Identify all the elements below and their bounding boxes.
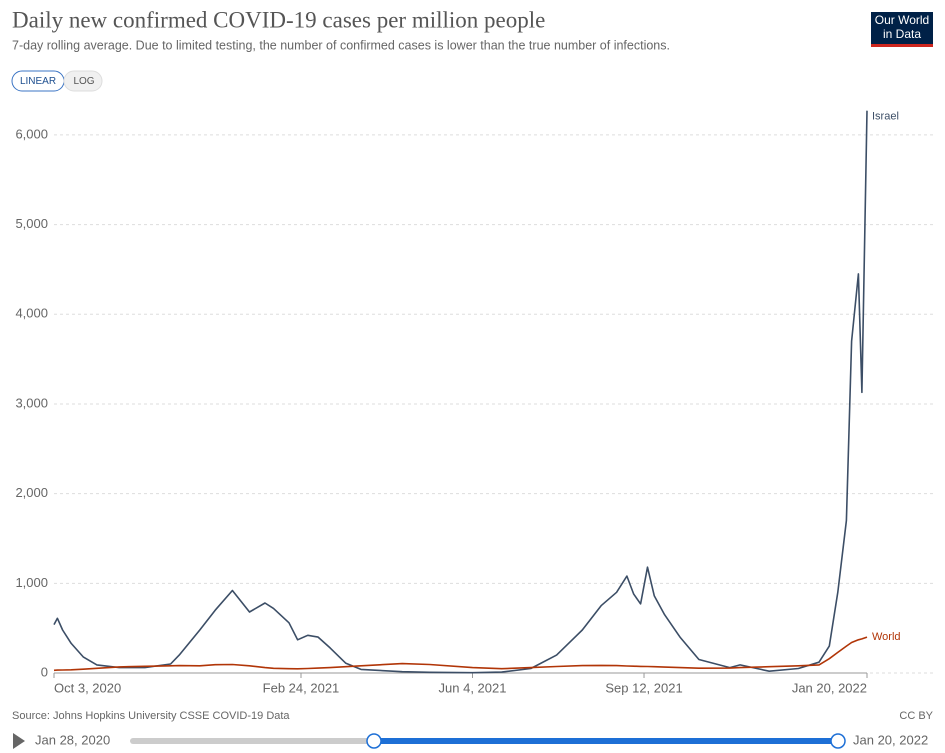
x-tick-label: Jan 20, 2022 [792, 680, 867, 695]
timeline-end: Jan 20, 2022 [853, 732, 928, 747]
log-button-label[interactable]: LOG [73, 76, 94, 87]
x-tick-label: Oct 3, 2020 [54, 680, 121, 695]
linear-button-label[interactable]: LINEAR [20, 76, 56, 87]
x-tick-label: Sep 12, 2021 [605, 680, 682, 695]
line-world [53, 636, 868, 672]
y-tick-label: 2,000 [15, 485, 48, 500]
y-tick-label: 6,000 [15, 126, 48, 141]
y-tick-label: 5,000 [15, 216, 48, 231]
y-tick-label: 1,000 [15, 575, 48, 590]
chart-title: Daily new confirmed COVID-19 cases per m… [12, 7, 545, 32]
timeline-handle[interactable] [366, 733, 382, 749]
license: CC BY [899, 710, 933, 722]
logo-text: Our World [875, 13, 929, 27]
y-tick-label: 3,000 [15, 395, 48, 410]
timeline-handle[interactable] [830, 733, 846, 749]
source: Source: Johns Hopkins University CSSE CO… [12, 710, 290, 722]
y-tick-label: 4,000 [15, 306, 48, 321]
logo [871, 12, 933, 47]
y-tick-label: 0 [41, 664, 48, 679]
chart-subtitle: 7-day rolling average. Due to limited te… [12, 38, 670, 52]
logo-bar [871, 44, 933, 47]
play-button[interactable] [13, 733, 25, 749]
x-tick-label: Feb 24, 2021 [263, 680, 340, 695]
timeline-range [374, 738, 838, 744]
x-tick-label: Jun 4, 2021 [439, 680, 507, 695]
line-label: Israel [872, 111, 899, 123]
logo-text: in Data [883, 27, 921, 41]
timeline-start: Jan 28, 2020 [35, 732, 110, 747]
line-label: World [872, 631, 901, 643]
log-button[interactable] [63, 70, 103, 92]
line-israel [53, 110, 868, 674]
